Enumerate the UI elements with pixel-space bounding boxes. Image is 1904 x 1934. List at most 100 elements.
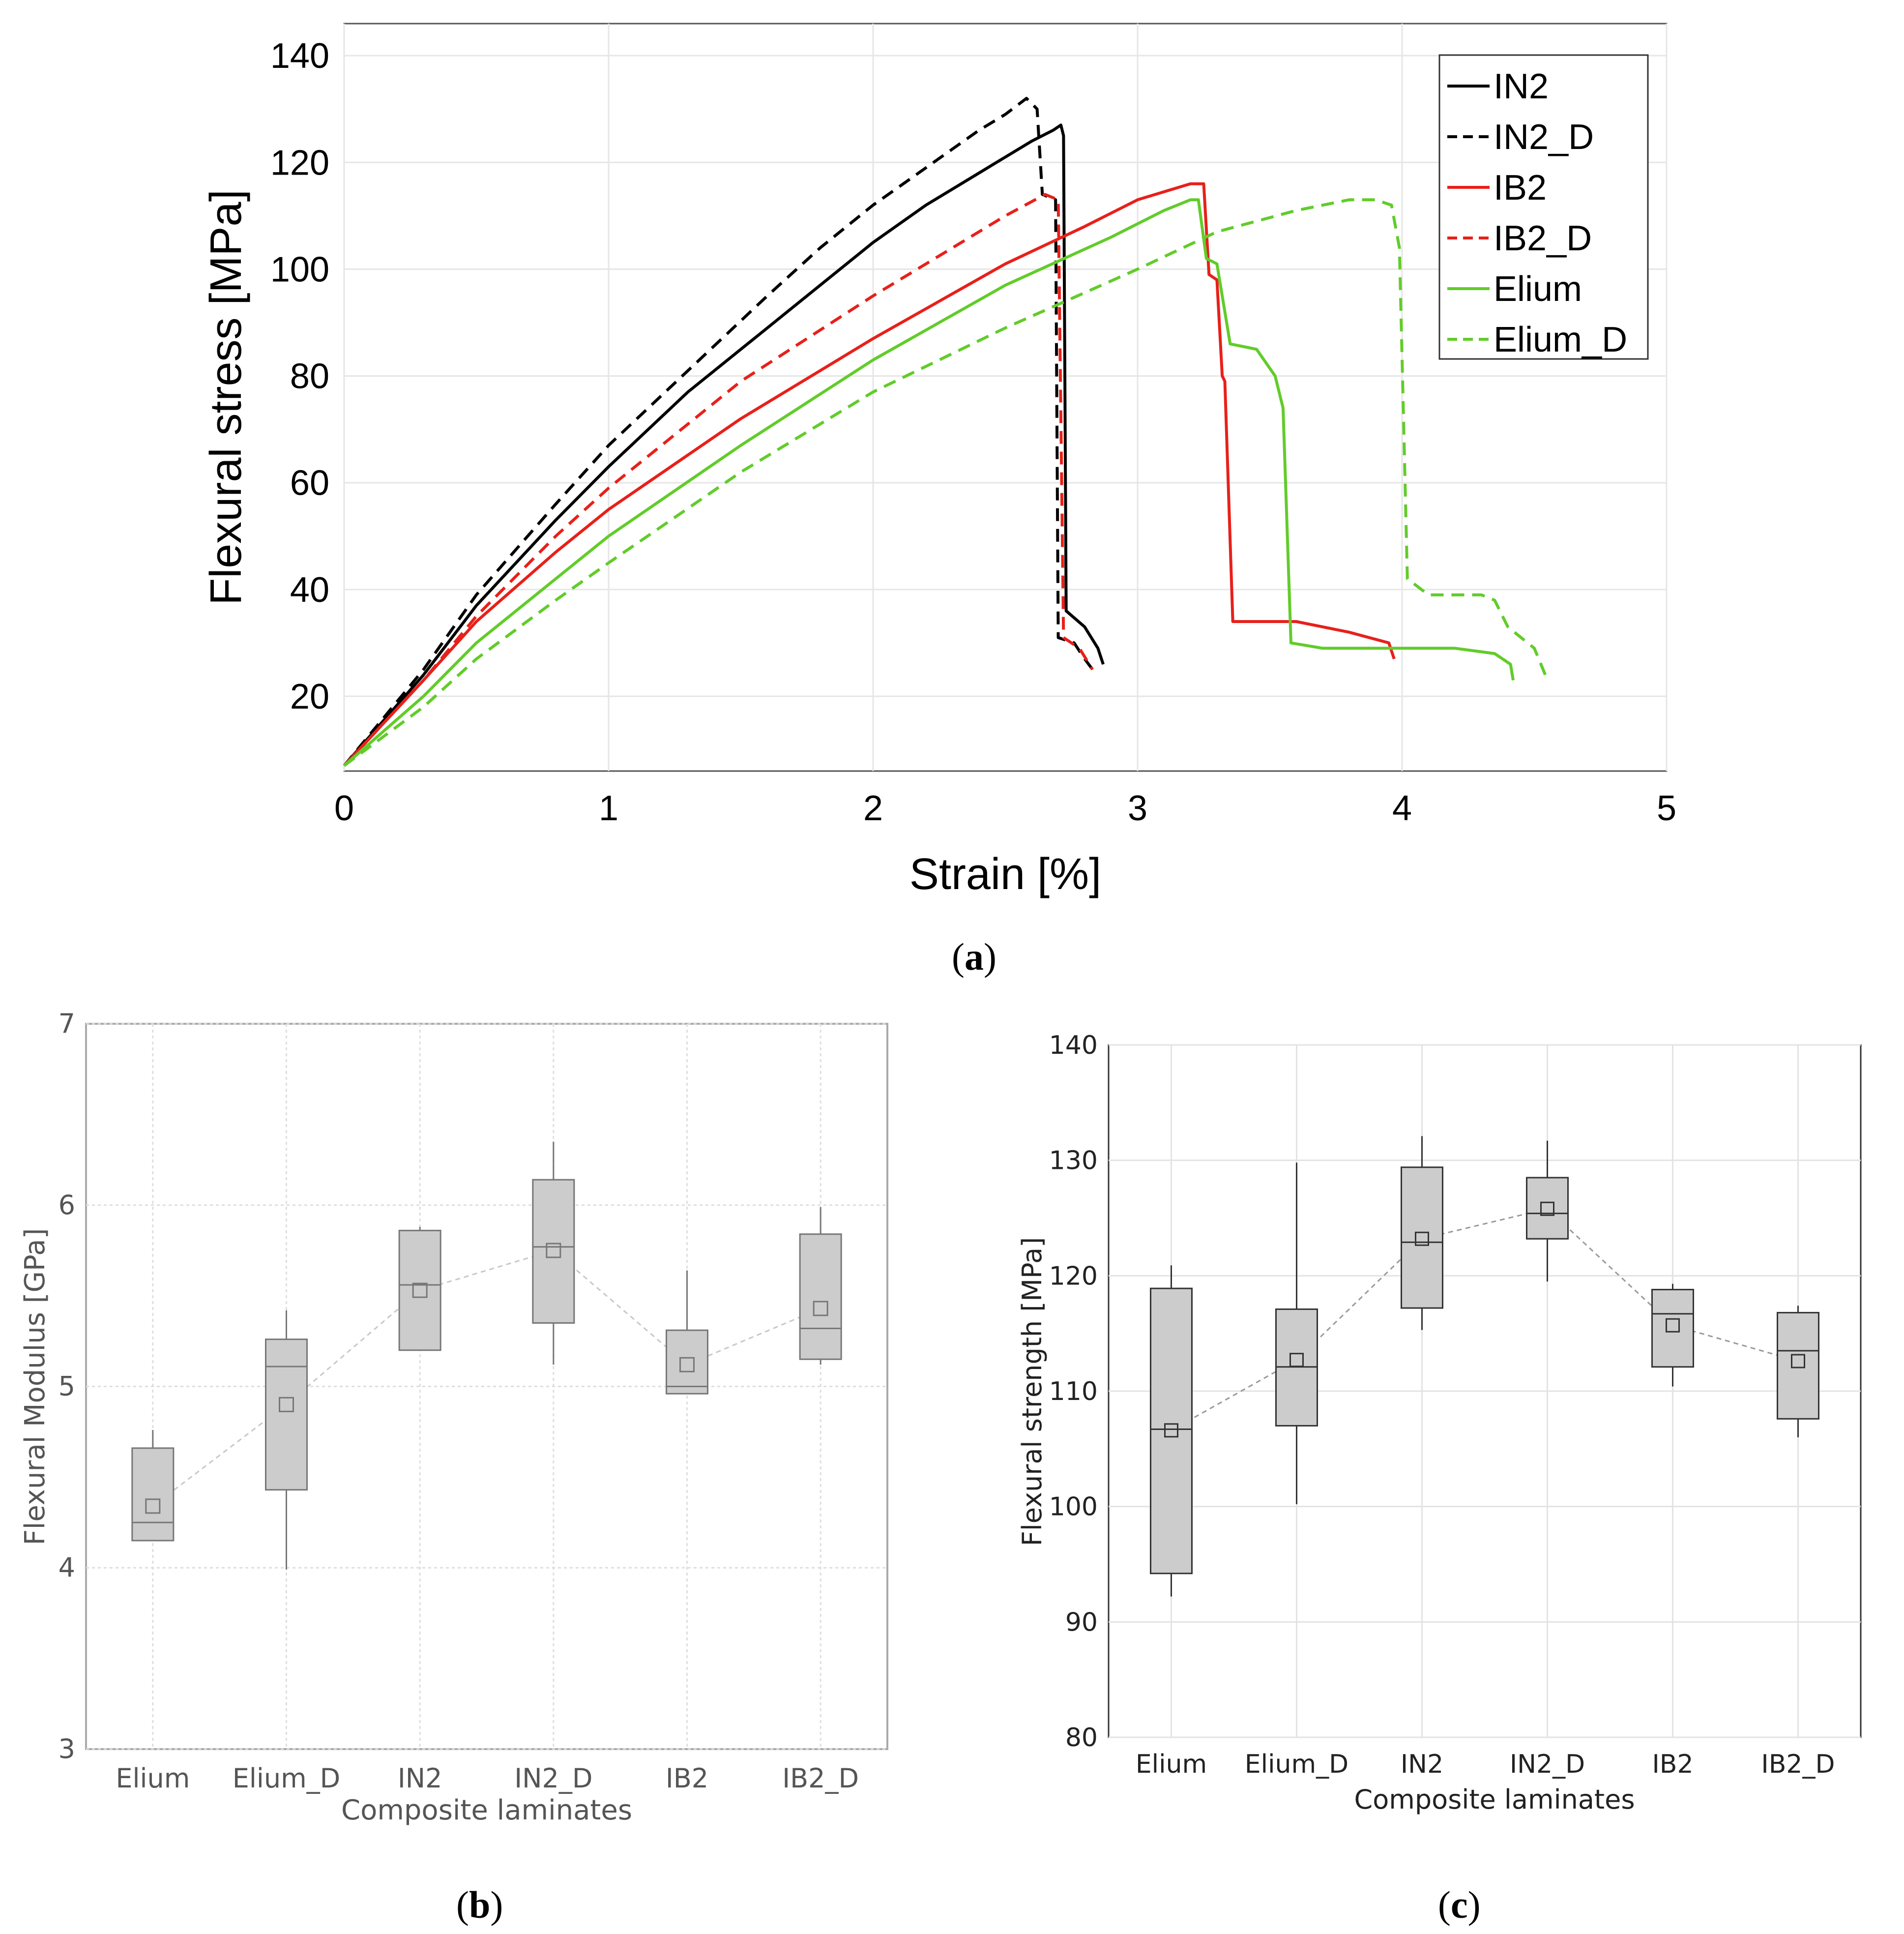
panel-a-grid (343, 24, 1668, 771)
category-label: IB2_D (782, 1763, 859, 1794)
category-label: IN2 (1401, 1750, 1443, 1779)
iqr-box (1150, 1287, 1193, 1575)
y-tick-label: 130 (1049, 1146, 1098, 1176)
iqr-box (398, 1229, 441, 1351)
x-tick-label: 1 (599, 789, 618, 828)
mean-marker (1164, 1423, 1178, 1438)
legend-box (1438, 54, 1649, 360)
iqr-box (1651, 1288, 1694, 1368)
category-label: Elium_D (233, 1763, 341, 1794)
y-tick-label: 140 (270, 36, 329, 76)
panel-b-x-axis-label: Composite laminates (341, 1794, 632, 1826)
iqr-box (799, 1233, 842, 1360)
legend-label: IB2 (1494, 168, 1547, 208)
x-tick-label: 5 (1657, 789, 1676, 828)
y-tick-label: 20 (290, 677, 329, 716)
box-ib2-d (799, 1207, 842, 1365)
mean-marker (679, 1357, 695, 1372)
mean-marker (1540, 1201, 1554, 1216)
iqr-box (1777, 1311, 1819, 1420)
category-label: IB2 (666, 1763, 708, 1794)
iqr-box (265, 1339, 308, 1491)
panel-c-x-axis-label: Composite laminates (1354, 1784, 1635, 1815)
series-line-ib2 (343, 182, 1396, 767)
mean-marker (1666, 1318, 1680, 1333)
category-label: IN2_D (1510, 1750, 1585, 1779)
box-in2-d (1526, 1140, 1569, 1282)
series-line-ib2-d (343, 193, 1094, 767)
box-elium-d (265, 1310, 308, 1570)
legend-label: Elium (1494, 269, 1582, 309)
x-tick-label: 3 (1128, 789, 1147, 828)
panel-a-tick-labels: 0 1 2 3 4 5 20 40 60 80 100 120 140 (270, 36, 1676, 828)
box-elium (1150, 1265, 1193, 1597)
y-tick-label: 80 (1065, 1723, 1098, 1753)
series-line-elium (343, 198, 1515, 767)
category-label: Elium_D (1245, 1750, 1348, 1779)
panel-b-boxes (131, 1141, 842, 1570)
mean-marker (546, 1243, 561, 1258)
iqr-box (1526, 1177, 1569, 1240)
panel-a-y-axis-label: Flexural stress [MPa] (202, 189, 251, 605)
box-in2 (398, 1227, 441, 1351)
legend-label: IN2_D (1494, 118, 1594, 157)
panel-b-y-axis-label: Flexural Modulus [GPa] (19, 1228, 51, 1546)
y-tick-label: 4 (59, 1552, 75, 1583)
panel-a-legend: IN2 IN2_D IB2 IB2_D Elium Elium_D (1438, 54, 1649, 360)
mean-marker (813, 1301, 828, 1316)
mean-connector-line (152, 1250, 821, 1507)
category-label: IN2_D (514, 1763, 592, 1794)
box-ib2 (1651, 1283, 1694, 1387)
category-label: Elium (116, 1763, 190, 1794)
mean-marker (1791, 1354, 1805, 1369)
panel-b-caption: (b) (456, 1883, 503, 1926)
mean-marker (1415, 1231, 1429, 1246)
panel-c-caption: (c) (1438, 1883, 1481, 1926)
panel-a-x-axis-label: Strain [%] (909, 850, 1101, 899)
mean-marker (412, 1282, 428, 1298)
y-tick-label: 40 (290, 570, 329, 610)
mean-marker (1289, 1353, 1304, 1368)
box-elium-d (1275, 1162, 1318, 1504)
series-line-elium-d (343, 198, 1549, 767)
category-label: Elium (1136, 1750, 1207, 1779)
panel-a-line-chart: 0 1 2 3 4 5 20 40 60 80 100 120 140 Strain [%] Flexu… (202, 23, 1676, 978)
panel-c-y-axis-label: Flexural strength [MPa] (1017, 1237, 1048, 1547)
series-line-in2-d (343, 97, 1094, 767)
panel-c-box-plot: 80 90 100 110 120 130 140 Elium Elium_D IN2 IN2_D I… (1017, 1031, 1862, 1926)
series-line-in2 (343, 123, 1105, 767)
mean-marker (145, 1498, 161, 1514)
iqr-box (131, 1447, 175, 1542)
y-tick-label: 120 (270, 143, 329, 182)
y-tick-label: 110 (1049, 1377, 1098, 1406)
x-tick-label: 0 (334, 789, 354, 828)
panel-b-box-plot: 3 4 5 6 7 Elium Elium_D IN2 IN2_D IB2 IB2_D Compos… (19, 1008, 888, 1926)
category-label: IN2 (398, 1763, 442, 1794)
x-tick-label: 4 (1392, 789, 1412, 828)
x-tick-label: 2 (863, 789, 883, 828)
y-tick-label: 120 (1049, 1261, 1098, 1291)
y-tick-label: 60 (290, 464, 329, 503)
legend-label: IN2 (1494, 67, 1549, 106)
box-elium (131, 1430, 175, 1542)
category-label: IB2_D (1761, 1750, 1835, 1779)
y-tick-label: 140 (1049, 1031, 1098, 1060)
legend-label: Elium_D (1494, 320, 1627, 359)
iqr-box (666, 1329, 708, 1395)
y-tick-label: 6 (59, 1190, 75, 1220)
box-ib2 (666, 1270, 708, 1395)
panel-b-tick-labels: 3 4 5 6 7 Elium Elium_D IN2 IN2_D IB2 IB2_D (59, 1008, 859, 1794)
mean-marker (279, 1397, 294, 1412)
iqr-box (1401, 1166, 1443, 1309)
iqr-box (532, 1179, 575, 1324)
y-tick-label: 3 (59, 1733, 75, 1764)
box-in2-d (532, 1141, 575, 1365)
panel-c-boxes (1150, 1136, 1819, 1597)
legend-label: IB2_D (1494, 219, 1592, 258)
panel-a-caption: (a) (952, 935, 996, 978)
y-tick-label: 5 (59, 1371, 75, 1402)
panel-a-series (343, 97, 1549, 767)
y-tick-label: 80 (290, 357, 329, 396)
y-tick-label: 90 (1065, 1607, 1098, 1637)
